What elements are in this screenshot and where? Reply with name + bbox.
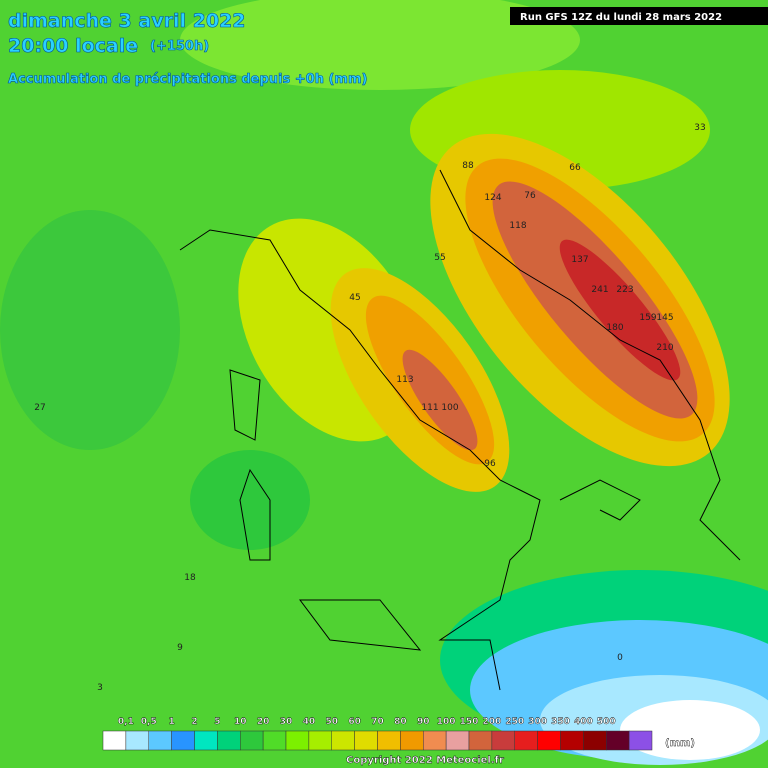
- legend-label: 70: [371, 717, 384, 727]
- legend-swatch: [171, 730, 195, 751]
- legend: 0,1 0,5 1 2 5 10 20 30 40 50 60 70 80 90 100 150 200 250 3…: [102, 717, 653, 751]
- legend-swatch: [628, 730, 653, 751]
- value-label: 223: [616, 285, 633, 295]
- legend-swatch: [560, 730, 584, 751]
- value-label: 180: [606, 323, 623, 333]
- legend-unit: (mm): [665, 738, 695, 749]
- legend-label: 20: [257, 717, 270, 727]
- legend-label: 300: [528, 717, 547, 727]
- value-label: 96: [484, 459, 496, 469]
- value-label: 137: [571, 255, 588, 265]
- run-info: Run GFS 12Z du lundi 28 mars 2022: [520, 12, 722, 23]
- legend-swatch: [148, 730, 172, 751]
- legend-label: 1: [168, 717, 174, 727]
- value-label: 111: [421, 403, 438, 413]
- value-label: 27: [34, 403, 45, 413]
- value-label: 241: [591, 285, 608, 295]
- coastlines: [179, 169, 741, 691]
- legend-swatch: [285, 730, 310, 751]
- legend-label: 80: [394, 717, 407, 727]
- legend-swatch: [262, 730, 287, 751]
- date: dimanche 3 avril 2022: [8, 10, 245, 32]
- legend-swatch: [240, 730, 264, 751]
- legend-swatch: [423, 730, 447, 751]
- value-label: 88: [462, 161, 474, 171]
- legend-swatch: [514, 730, 538, 751]
- value-label: 159: [639, 313, 656, 323]
- legend-swatch: [537, 730, 561, 751]
- legend-swatch: [491, 730, 515, 751]
- value-label: 55: [434, 253, 445, 263]
- legend-label: 5: [214, 717, 220, 727]
- legend-label: 30: [280, 717, 293, 727]
- value-label: 9: [177, 643, 183, 653]
- legend-label: 150: [460, 717, 479, 727]
- value-label: 0: [617, 653, 623, 663]
- value-label: 124: [484, 193, 501, 203]
- legend-label: 400: [574, 717, 593, 727]
- copyright: Copyright 2022 Meteociel.fr: [346, 755, 504, 766]
- time: 20:00 locale: [8, 35, 138, 57]
- legend-swatch: [102, 730, 127, 751]
- value-label: 33: [694, 123, 705, 133]
- value-label: 113: [396, 375, 413, 385]
- legend-swatch: [354, 730, 378, 751]
- legend-swatch: [606, 730, 630, 751]
- lead: (+150h): [150, 39, 209, 54]
- value-label: 210: [656, 343, 673, 353]
- legend-swatch: [194, 730, 218, 751]
- legend-swatch: [445, 730, 470, 751]
- value-label: 118: [509, 221, 526, 231]
- value-label: 18: [184, 573, 196, 583]
- legend-label: 90: [417, 717, 430, 727]
- value-label: 100: [441, 403, 458, 413]
- legend-swatch: [125, 730, 149, 751]
- legend-swatch: [400, 730, 424, 751]
- legend-label: 50: [325, 717, 338, 727]
- legend-label: 250: [505, 717, 524, 727]
- legend-label: 0,5: [141, 717, 157, 727]
- value-label: 45: [349, 293, 360, 303]
- product: Accumulation de précipitations depuis +0…: [8, 72, 367, 87]
- run-box: [510, 7, 768, 25]
- legend-label: 100: [437, 717, 456, 727]
- legend-swatch: [468, 730, 493, 751]
- legend-label: 200: [482, 717, 501, 727]
- legend-swatch: [217, 730, 241, 751]
- value-label: 3: [97, 683, 103, 693]
- legend-label: 0,1: [118, 717, 134, 727]
- value-label: 66: [569, 163, 581, 173]
- legend-label: 10: [234, 717, 247, 727]
- legend-label: 40: [303, 717, 316, 727]
- legend-label: 60: [348, 717, 361, 727]
- legend-label: 350: [551, 717, 570, 727]
- value-label: 145: [656, 313, 673, 323]
- legend-swatch: [331, 730, 355, 751]
- legend-swatch: [308, 730, 332, 751]
- legend-label: 500: [597, 717, 616, 727]
- legend-swatch: [583, 730, 607, 751]
- legend-swatch: [377, 730, 401, 751]
- legend-label: 2: [191, 717, 197, 727]
- value-label: 76: [524, 191, 536, 201]
